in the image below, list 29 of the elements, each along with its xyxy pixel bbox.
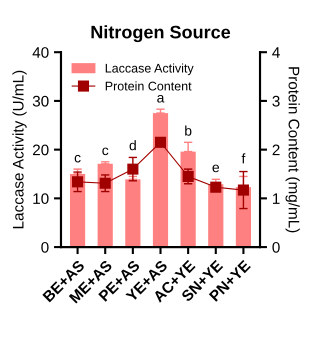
point (238, 184, 249, 196)
chart-title: Nitrogen Source (91, 25, 230, 42)
y2-tick-label: 2 (272, 144, 280, 156)
y-tick-label: 20 (32, 144, 49, 156)
y2-tick-label: 3 (272, 96, 280, 107)
y2-tick-label: 1 (272, 193, 280, 204)
point (72, 176, 84, 188)
point (154, 136, 166, 148)
y-tick-label: 10 (33, 193, 49, 204)
bar (208, 184, 224, 248)
legend-label: Laccase Activity (106, 63, 194, 76)
y2-axis-title: Protein Content (mg/mL) (286, 67, 300, 232)
point (100, 178, 111, 189)
bar (152, 113, 168, 248)
legend-label: Protein Content (106, 81, 192, 91)
annotation: c (74, 154, 81, 162)
y2-tick-label: 0 (272, 242, 280, 253)
annotation: d (130, 140, 136, 150)
annotation: c (102, 148, 108, 156)
y-tick-label: 30 (32, 96, 49, 107)
bar (125, 179, 140, 248)
annotation: e (212, 164, 220, 172)
y-tick-label: 40 (32, 47, 49, 58)
annotation: f (242, 153, 246, 164)
annotation: a (157, 94, 164, 103)
y-axis-title: Laccase Activity (U/mL) (12, 70, 27, 228)
annotation: b (185, 125, 192, 136)
y2-tick-label: 4 (272, 47, 280, 58)
y-tick-label: 0 (41, 242, 49, 253)
